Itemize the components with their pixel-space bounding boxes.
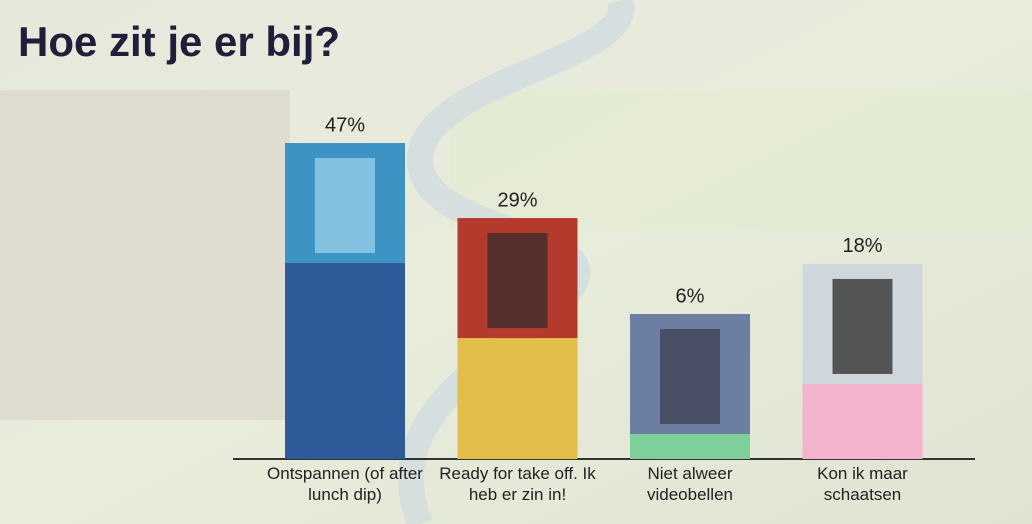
category-label: Niet alweer videobellen [646,464,733,504]
category-label: Kon ik maar schaatsen [817,464,908,504]
background-fields [450,90,1032,230]
bar-photo-detail [660,328,720,424]
category-label: Ready for take off. Ik heb er zin in! [439,464,596,504]
chart-title: Hoe zit je er bij? [18,18,340,65]
bar [630,433,750,459]
bar [457,338,578,459]
value-label: 6% [676,285,705,307]
category-label: Ontspannen (of after lunch dip) [267,464,423,504]
value-label: 18% [842,235,882,257]
bar [802,383,923,459]
value-label: 47% [325,114,365,136]
background-town [0,90,290,420]
bar-photo-detail [315,158,375,254]
bar [285,263,405,459]
bar-photo-detail [832,278,893,374]
bar-photo-detail [487,233,548,329]
value-label: 29% [497,189,537,211]
